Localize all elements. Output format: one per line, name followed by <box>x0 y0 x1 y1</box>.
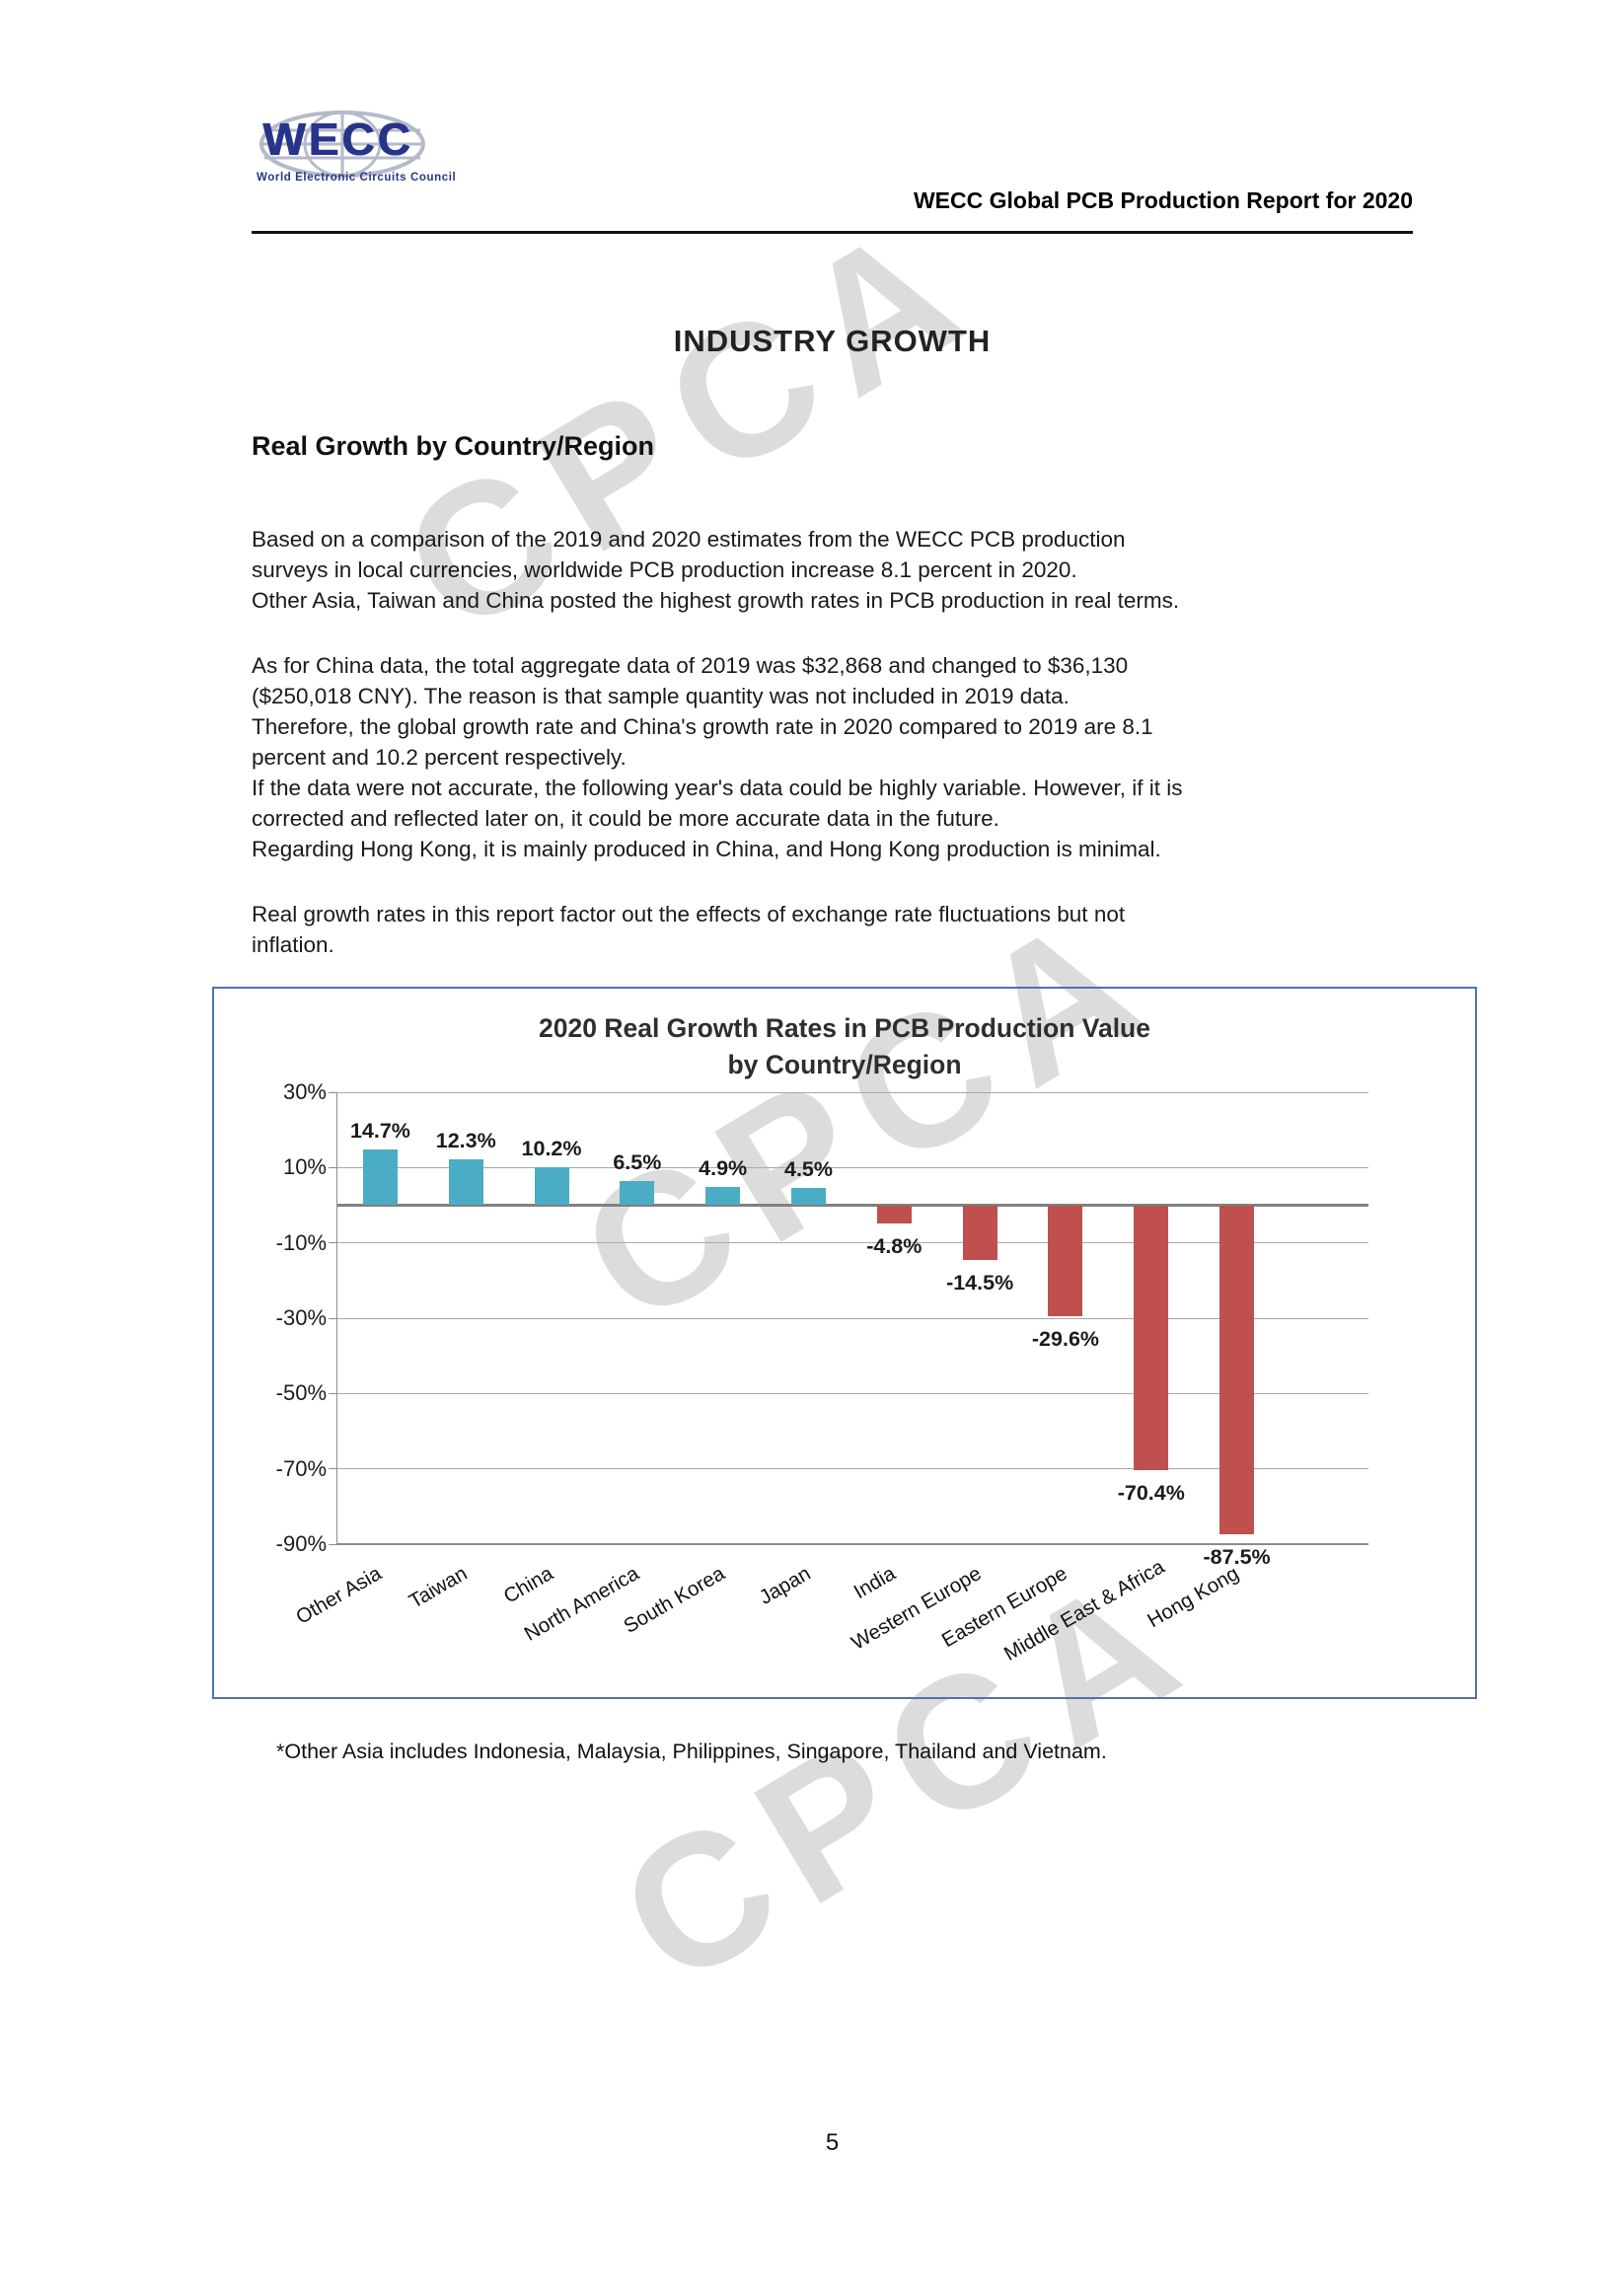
y-axis-tick <box>329 1392 337 1394</box>
body-paragraph-1: Based on a comparison of the 2019 and 20… <box>252 526 1180 613</box>
bar-value-label: -14.5% <box>946 1270 1014 1295</box>
x-category-label: Eastern Europe <box>937 1562 1071 1653</box>
body-paragraph-2: As for China data, the total aggregate d… <box>252 652 1183 861</box>
footnote: *Other Asia includes Indonesia, Malaysia… <box>276 1740 1107 1763</box>
bar <box>620 1180 655 1206</box>
header-rule <box>252 231 1413 234</box>
section-heading: Real Growth by Country/Region <box>252 431 655 461</box>
bar <box>1219 1205 1255 1535</box>
bar <box>1048 1205 1083 1317</box>
report-title: WECC Global PCB Production Report for 20… <box>913 187 1413 213</box>
bar-value-label: 12.3% <box>435 1128 496 1152</box>
y-axis-tick <box>329 1166 337 1168</box>
bar-value-label: -87.5% <box>1203 1545 1271 1570</box>
bar <box>876 1205 912 1223</box>
gridline <box>337 1166 1368 1168</box>
y-tick-label: 10% <box>282 1154 327 1180</box>
y-tick-label: -10% <box>275 1229 327 1255</box>
x-category-label: Hong Kong <box>1143 1562 1243 1633</box>
y-axis-tick <box>329 1091 337 1093</box>
y-axis-line <box>336 1092 337 1544</box>
bar <box>705 1186 741 1206</box>
wecc-logo: WECC World Electronic Circuits Council <box>237 99 464 202</box>
y-axis-tick <box>329 1317 337 1319</box>
y-tick-label: 30% <box>282 1079 327 1104</box>
gridline <box>337 1543 1368 1545</box>
gridline <box>337 1392 1368 1394</box>
gridline <box>337 1317 1368 1319</box>
x-category-label: Other Asia <box>292 1562 386 1629</box>
bar <box>1134 1205 1169 1471</box>
bar-value-label: 14.7% <box>349 1119 410 1144</box>
bar-value-label: -29.6% <box>1031 1327 1100 1352</box>
gridline <box>337 1468 1368 1470</box>
y-axis-tick <box>329 1543 337 1545</box>
bar-value-label: -4.8% <box>866 1233 923 1258</box>
bar <box>534 1166 569 1206</box>
bar-value-label: 4.5% <box>783 1157 833 1182</box>
page-number: 5 <box>825 2129 840 2156</box>
chart-y-axis-labels: 30% 10% -10% -30% -50% -70% -90% <box>214 1079 327 1556</box>
body-paragraph-3: Real growth rates in this report factor … <box>252 901 1126 957</box>
bar <box>962 1205 997 1260</box>
bar-value-label: 10.2% <box>521 1136 582 1160</box>
chart-title: 2020 Real Growth Rates in PCB Production… <box>539 1013 1150 1079</box>
x-category-label: South Korea <box>619 1562 729 1638</box>
x-category-label: Taiwan <box>405 1562 472 1613</box>
gridline <box>337 1091 1368 1093</box>
x-category-label: India <box>849 1562 900 1604</box>
x-category-label: Middle East & Africa <box>999 1555 1168 1666</box>
y-tick-label: -50% <box>275 1380 327 1406</box>
chart-plot: 14.7% Other Asia 12.3% Taiwan 10.2% China 6.5%… <box>293 1091 1368 1666</box>
page-title: INDUSTRY GROWTH <box>673 324 992 358</box>
wecc-brand: WECC <box>262 113 413 165</box>
bar <box>791 1188 826 1206</box>
y-axis-tick <box>329 1242 337 1244</box>
y-tick-label: -30% <box>275 1305 327 1330</box>
y-tick-label: -70% <box>275 1455 327 1481</box>
gridline <box>337 1242 1368 1244</box>
bar-value-label: -70.4% <box>1117 1481 1185 1506</box>
x-category-label: China <box>499 1562 557 1608</box>
bar <box>448 1158 483 1206</box>
x-category-label: Western Europe <box>848 1562 986 1655</box>
x-category-label: Japan <box>755 1562 814 1609</box>
chart-panel: 2020 Real Growth Rates in PCB Production… <box>212 987 1477 1699</box>
bar-value-label: 4.9% <box>699 1155 748 1180</box>
bar-value-label: 6.5% <box>613 1149 662 1174</box>
bar <box>362 1149 398 1206</box>
y-axis-tick <box>329 1468 337 1470</box>
zero-axis-line <box>337 1204 1368 1207</box>
y-tick-label: -90% <box>275 1531 327 1556</box>
x-category-label: North America <box>520 1562 643 1646</box>
wecc-globe-icon <box>259 111 425 178</box>
wecc-subtitle: World Electronic Circuits Council <box>257 172 457 184</box>
